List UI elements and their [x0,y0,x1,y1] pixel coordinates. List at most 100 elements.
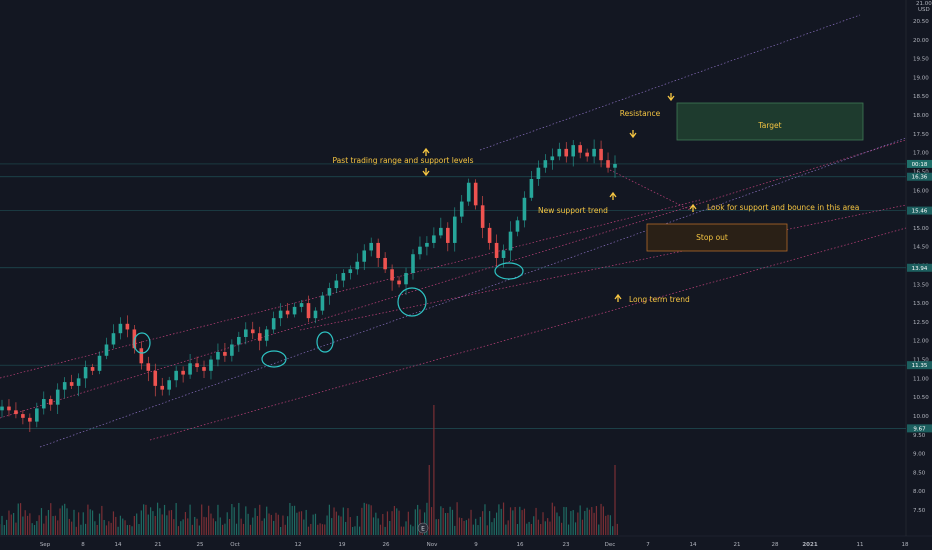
time-tick-label: 16 [517,542,524,548]
trendline[interactable] [0,199,701,379]
volume-bar [521,510,523,535]
volume-bar [78,512,80,535]
volume-bar [605,515,607,535]
volume-bar [270,514,272,535]
volume-bar [112,511,115,535]
price-badge-label: 15.46 [912,209,928,215]
trendline[interactable] [149,227,907,441]
time-tick-label: Nov [427,542,438,548]
candle-body [306,303,311,319]
volume-bar [444,513,447,535]
volume-bar [570,511,572,535]
volume-bar [1,515,3,535]
volume-histogram [0,405,618,535]
price-badge-label: 9.67 [913,426,926,432]
trendline[interactable] [609,169,691,211]
event-marker[interactable]: E [417,522,429,534]
volume-bar [215,521,217,535]
price-tick-label: 10.00 [913,414,929,420]
candle-body [139,348,144,364]
candle-body [452,216,457,243]
volume-bar [465,520,467,535]
volume-bar [80,524,82,535]
trendline[interactable] [479,14,861,151]
volume-bar [312,514,314,535]
candle-body [369,242,373,251]
volume-bar [36,521,38,535]
volume-bar [196,518,198,535]
trendline[interactable] [39,137,907,448]
volume-bar [482,511,484,535]
volume-bar [509,507,512,535]
new-support-label: New support trend [538,206,608,215]
volume-bar [124,520,126,535]
volume-bar [556,512,558,535]
volume-bar [379,524,382,535]
price-tick-label: 10.50 [913,395,929,401]
volume-bar [221,524,224,535]
highlight-circle[interactable] [494,262,524,280]
volume-bar [333,507,335,535]
annotation-boxes [646,102,864,252]
highlight-circle[interactable] [316,331,334,353]
volume-bar [581,519,584,535]
volume-bar [616,523,618,535]
candle-body [28,417,32,422]
volume-bar [242,523,245,535]
candle-body [348,269,353,274]
volume-bar [393,505,396,535]
volume-bar [138,523,140,535]
candle-body [487,227,492,243]
time-axis[interactable]: Sep 8 14 21 25 Oct 12 19 26 Nov 9 16 23 Dec 7 14 21 28 202… [40,542,909,548]
trendline[interactable] [0,139,907,419]
volume-bar [414,509,416,535]
volume-bar [500,508,502,535]
arrow-down-icon [422,168,430,177]
volume-bar [349,517,351,535]
volume-bar [463,520,465,535]
volume-bar [514,507,516,535]
stop-out-box[interactable] [646,223,788,252]
highlight-circle[interactable] [133,332,151,354]
volume-bar [426,502,428,535]
price-tick-label: 11.50 [913,358,929,364]
volume-bar [328,504,330,535]
trendline[interactable] [299,204,907,331]
volume-bar [491,522,493,535]
price-tick-label: 17.50 [913,132,929,138]
candle-body [209,359,213,371]
candle-body [466,182,471,202]
candle-body [404,273,408,285]
highlight-circle[interactable] [261,350,287,368]
candle-body [411,254,415,274]
volume-bar [235,523,238,535]
price-tick-label: 19.50 [913,57,929,63]
volume-bar [38,515,40,535]
volume-bar [201,504,203,535]
volume-bar [507,520,509,535]
candle-body [592,148,596,157]
volume-bar [358,526,361,535]
volume-bar [372,517,375,535]
candle-body [0,406,4,411]
target-box[interactable] [676,102,864,141]
volume-bar [43,523,45,535]
price-badge [907,206,932,215]
candle-body [271,318,276,330]
volume-bar [277,514,279,535]
volume-bar [574,522,577,535]
annotations: Past trading range and support levels Res… [333,93,859,304]
volume-bar [189,504,191,535]
volume-bar [287,516,289,535]
candle-body [383,257,387,270]
volume-bar [588,509,591,535]
time-tick-label: 21 [734,542,741,548]
highlight-circle[interactable] [397,287,427,317]
candle-body [237,336,241,345]
volume-bar [614,465,616,535]
candle-body [473,182,478,206]
volume-bar [168,510,170,535]
volume-bar [368,504,370,535]
volume-bar [526,523,528,535]
